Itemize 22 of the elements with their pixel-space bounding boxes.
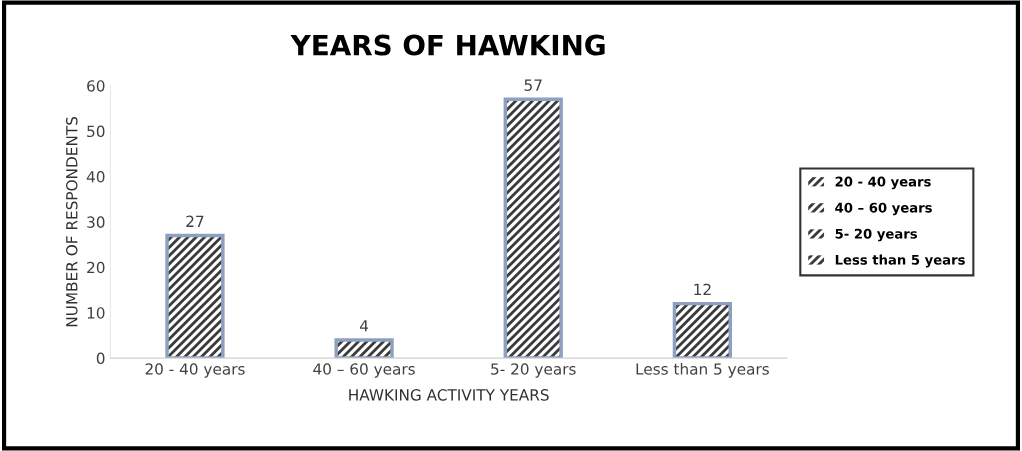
legend-label: 5- 20 years: [835, 228, 917, 242]
y-tick-label: 40: [86, 170, 105, 183]
legend-label: Less than 5 years: [835, 254, 965, 268]
y-tick-label: 50: [87, 125, 105, 138]
data-label: 27: [186, 215, 204, 227]
data-label: 4: [359, 320, 369, 332]
legend-label: 40 – 60 years: [835, 202, 932, 216]
y-tick-label: 30: [87, 216, 105, 228]
x-tick-label: 40 – 60 years: [313, 363, 415, 378]
legend-label: 20 - 40 years: [835, 176, 931, 190]
chart-title: YEARS OF HAWKING: [290, 34, 605, 56]
y-tick-label: 0: [96, 352, 105, 365]
y-tick-label: 60: [87, 80, 105, 92]
data-label: 12: [694, 283, 711, 295]
x-axis-title: HAWKING ACTIVITY YEARS: [349, 389, 549, 401]
y-tick-label: 10: [87, 307, 105, 319]
x-tick-label: 20 - 40 years: [145, 363, 245, 378]
y-tick-label: 20: [87, 261, 105, 274]
data-label: 57: [524, 79, 542, 91]
y-axis-title: NUMBER OF RESPONDENTS: [66, 116, 78, 327]
x-tick-label: Less than 5 years: [636, 362, 769, 378]
x-tick-label: 5- 20 years: [491, 363, 576, 378]
